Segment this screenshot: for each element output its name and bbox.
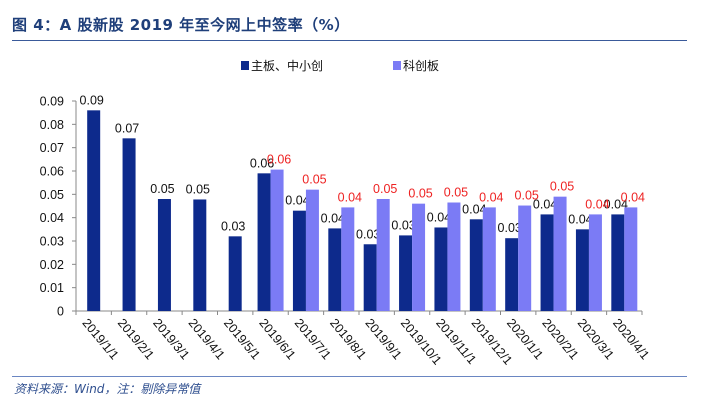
data-label: 0.05	[373, 182, 397, 196]
data-label: 0.05	[444, 186, 468, 200]
bar-main-board	[363, 244, 377, 311]
bar-main-board	[122, 138, 136, 311]
bar-main-board	[87, 110, 101, 311]
legend-swatch	[393, 61, 401, 70]
data-label: 0.03	[498, 221, 522, 235]
data-label: 0.04	[533, 197, 557, 211]
data-label: 0.05	[408, 187, 432, 201]
bar-main-board	[540, 214, 554, 311]
x-tick-label: 2019/9/1	[362, 316, 404, 362]
data-label: 0.05	[515, 189, 539, 203]
y-tick-label: 0	[57, 305, 64, 319]
bar-main-board	[434, 227, 448, 311]
bar-main-board	[611, 214, 625, 311]
x-tick-label: 2019/8/1	[327, 316, 369, 362]
data-label: 0.09	[80, 93, 104, 107]
y-tick-label: 0.02	[40, 258, 64, 272]
bar-main-board	[399, 235, 413, 311]
bar-main-board	[575, 229, 589, 311]
y-tick-label: 0.06	[40, 165, 64, 179]
legend-label: 科创板	[403, 59, 439, 73]
data-label: 0.05	[150, 182, 174, 196]
y-tick-label: 0.01	[40, 281, 64, 295]
x-tick-label: 2020/2/1	[539, 316, 581, 362]
data-label: 0.04	[621, 190, 645, 204]
legend-label: 主板、中小创	[251, 58, 323, 73]
source-note: 资料来源：Wind，注：剔除异常值	[14, 382, 201, 396]
bar-star-market	[270, 169, 284, 311]
data-label: 0.05	[302, 173, 326, 187]
data-label: 0.04	[604, 197, 628, 211]
data-label: 0.03	[356, 227, 380, 241]
bar-main-board	[328, 228, 342, 311]
bar-star-market	[341, 207, 355, 311]
x-tick-label: 2019/4/1	[186, 316, 228, 362]
source-divider	[12, 376, 687, 377]
bar-main-board	[228, 236, 242, 311]
legend-swatch	[241, 61, 249, 70]
x-tick-label: 2020/4/1	[610, 316, 652, 362]
x-tick-label: 2019/2/1	[115, 316, 157, 362]
figure-title: 图 4：A 股新股 2019 年至今网上中签率（%）	[12, 16, 350, 34]
data-label: 0.04	[338, 190, 362, 204]
y-tick-label: 0.04	[40, 211, 64, 225]
bar-main-board	[157, 199, 171, 311]
x-tick-label: 2019/3/1	[150, 316, 192, 362]
bar-star-market	[624, 207, 638, 311]
bar-main-board	[505, 238, 519, 311]
bar-star-market	[305, 189, 319, 311]
bar-main-board	[469, 219, 483, 311]
data-label: 0.03	[221, 219, 245, 233]
data-label: 0.04	[321, 211, 345, 225]
x-tick-label: 2019/5/1	[221, 316, 263, 362]
y-tick-label: 0.07	[40, 141, 64, 155]
title-divider	[12, 40, 687, 41]
y-tick-label: 0.09	[40, 95, 64, 109]
bar-star-market	[588, 214, 602, 311]
data-label: 0.04	[427, 210, 451, 224]
bar-star-market	[447, 202, 461, 311]
y-tick-label: 0.03	[40, 235, 64, 249]
data-label: 0.04	[462, 202, 486, 216]
data-label: 0.05	[550, 180, 574, 194]
data-label: 0.04	[479, 190, 503, 204]
x-tick-label: 2019/6/1	[256, 316, 298, 362]
bar-main-board	[292, 210, 306, 311]
data-label: 0.06	[267, 153, 291, 167]
bar-star-market	[482, 207, 496, 311]
data-label: 0.04	[585, 197, 609, 211]
bar-main-board	[193, 199, 207, 311]
bar-star-market	[376, 199, 390, 311]
data-label: 0.04	[568, 212, 592, 226]
x-tick-label: 2019/1/1	[79, 316, 121, 362]
y-tick-label: 0.08	[40, 118, 64, 132]
data-label: 0.05	[186, 182, 210, 196]
data-label: 0.04	[285, 194, 309, 208]
data-label: 0.06	[250, 156, 274, 170]
bar-star-market	[553, 196, 567, 311]
data-label: 0.03	[391, 218, 415, 232]
bar-star-market	[518, 205, 532, 311]
bar-star-market	[412, 203, 426, 311]
data-label: 0.07	[115, 121, 139, 135]
x-tick-label: 2020/3/1	[575, 316, 617, 362]
y-tick-label: 0.05	[40, 188, 64, 202]
bar-main-board	[257, 173, 271, 311]
x-tick-label: 2019/7/1	[292, 316, 334, 362]
